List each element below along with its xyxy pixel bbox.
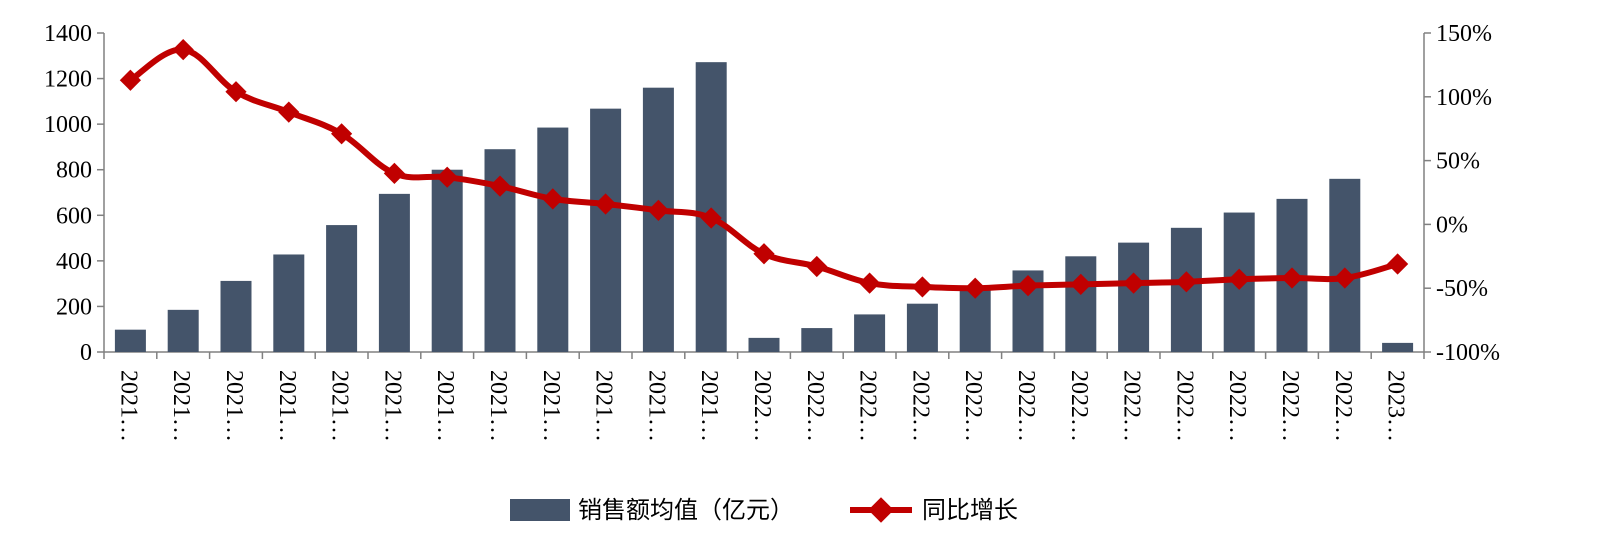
- right-tick-label: 150%: [1436, 21, 1492, 47]
- x-tick-label: 2022…: [1277, 370, 1303, 442]
- bar: [1382, 342, 1414, 352]
- bar: [695, 62, 727, 353]
- legend-bar-label: 销售额均值（亿元）: [578, 496, 794, 524]
- legend-bar-swatch: [510, 499, 570, 521]
- legend-line-marker: [868, 497, 894, 523]
- x-tick-label: 2021…: [168, 370, 194, 442]
- line-point-marker: [806, 255, 828, 278]
- x-tick-label: 2021…: [591, 370, 617, 442]
- x-tick-label: 2022…: [1066, 370, 1092, 442]
- x-tick-label: 2021…: [538, 370, 564, 442]
- right-tick-label: 0%: [1436, 212, 1468, 238]
- x-tick-label: 2021…: [274, 370, 300, 442]
- x-tick-label: 2022…: [907, 370, 933, 442]
- line-series-group: [119, 38, 1409, 299]
- x-tick-label: 2022…: [749, 370, 775, 442]
- line-point-marker: [1386, 253, 1409, 275]
- x-tick-label: 2022…: [1171, 370, 1197, 442]
- bar: [1065, 256, 1097, 352]
- bar: [590, 108, 622, 352]
- right-tick-label: -50%: [1436, 276, 1488, 302]
- x-tick-label: 2022…: [802, 370, 828, 442]
- line-point-marker: [753, 243, 775, 265]
- left-tick-label: 400: [56, 249, 92, 275]
- line-point-marker: [542, 188, 564, 210]
- right-tick-label: 100%: [1436, 85, 1492, 111]
- line-point-marker: [278, 101, 300, 123]
- x-tick-label: 2021…: [696, 370, 722, 442]
- bar: [537, 127, 569, 352]
- left-tick-label: 200: [56, 294, 92, 320]
- legend-line-label: 同比增长: [922, 496, 1018, 524]
- x-tick-label: 2022…: [1013, 370, 1039, 442]
- x-tick-label: 2021…: [643, 370, 669, 442]
- legend: 销售额均值（亿元） 同比增长: [510, 496, 1018, 524]
- left-tick-label: 0: [80, 340, 92, 366]
- x-tick-label: 2022…: [1330, 370, 1356, 442]
- x-tick-labels: 2021… 2021… 2021… 2021… 2021… 2021… 2021… 2021……: [115, 370, 1408, 442]
- bar: [220, 280, 252, 352]
- left-tick-label: 600: [56, 203, 92, 229]
- line-point-marker: [225, 81, 247, 103]
- line-point-marker: [594, 193, 617, 215]
- line-point-marker: [172, 38, 194, 61]
- x-tick-label: 2021…: [221, 370, 247, 442]
- bar: [167, 309, 199, 352]
- bar-series-group: [114, 62, 1414, 353]
- x-tick-label: 2021…: [432, 370, 458, 442]
- axes-group: 0 200 400 600 800 1000 1200 1400 -100% -50% 0% 50% 1…: [44, 21, 1500, 366]
- bar: [378, 193, 410, 352]
- bar: [273, 254, 305, 352]
- right-tick-label: 50%: [1436, 149, 1480, 175]
- x-tick-label: 2021…: [327, 370, 353, 442]
- line-point-marker: [911, 276, 934, 298]
- bar: [748, 337, 780, 352]
- bar: [431, 169, 463, 352]
- bar: [906, 303, 938, 352]
- line-point-marker: [700, 207, 722, 229]
- left-tick-label: 1400: [44, 21, 92, 47]
- line-point-marker: [858, 272, 881, 294]
- left-tick-label: 1000: [44, 112, 92, 138]
- x-tick-label: 2022…: [1224, 370, 1250, 442]
- x-tick-label: 2022…: [855, 370, 881, 442]
- bar: [1329, 178, 1361, 352]
- left-tick-label: 1200: [44, 67, 92, 93]
- line-point-marker: [964, 277, 986, 299]
- bar: [854, 314, 886, 352]
- bar: [801, 328, 833, 352]
- x-tick-label: 2021…: [379, 370, 405, 442]
- x-tick-label: 2022…: [1119, 370, 1145, 442]
- right-tick-label: -100%: [1436, 340, 1500, 366]
- x-tick-label: 2021…: [485, 370, 511, 442]
- x-tick-label: 2022…: [960, 370, 986, 442]
- line-point-marker: [647, 199, 670, 221]
- bar: [326, 225, 358, 352]
- bar: [114, 329, 146, 352]
- x-tick-label: 2021…: [115, 370, 141, 442]
- bar: [1118, 242, 1150, 352]
- x-tick-label: 2023…: [1383, 370, 1409, 442]
- left-tick-label: 800: [56, 158, 92, 184]
